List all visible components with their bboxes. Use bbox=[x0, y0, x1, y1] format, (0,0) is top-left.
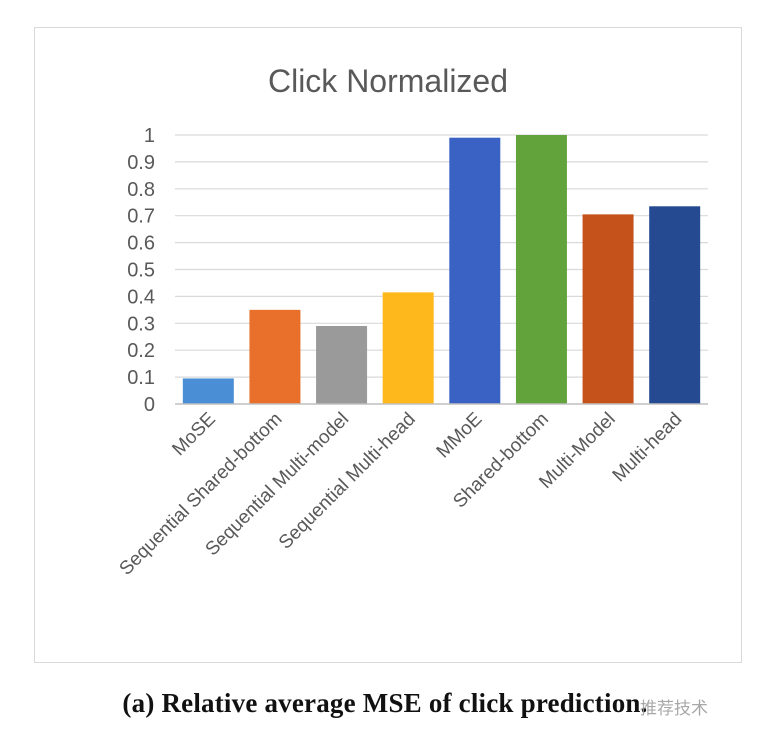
y-tick-label: 0.6 bbox=[127, 233, 155, 255]
x-tick-label: MoSE bbox=[168, 409, 219, 460]
y-tick-label: 1 bbox=[144, 125, 155, 147]
y-tick-label: 0.8 bbox=[127, 179, 155, 201]
y-tick-label: 0.4 bbox=[127, 286, 155, 308]
y-tick-label: 0.9 bbox=[127, 152, 155, 174]
bar-sequential-multi-model bbox=[316, 325, 368, 404]
watermark-text: 推荐技术 bbox=[640, 699, 708, 719]
bar-mose bbox=[182, 378, 234, 404]
x-tick-label: Multi-head bbox=[609, 409, 687, 487]
y-tick-label: 0.3 bbox=[127, 313, 155, 335]
x-tick-label: MMoE bbox=[433, 409, 487, 463]
bar-sequential-shared-bottom bbox=[249, 309, 301, 404]
chart-title: Click Normalized bbox=[268, 63, 508, 99]
bar-sequential-multi-head bbox=[382, 292, 434, 404]
bar-multi-model bbox=[582, 214, 634, 404]
y-axis-ticks: 0 0.1 0.2 0.3 0.4 0.5 0.6 0.7 0.8 0.9 1 bbox=[127, 125, 155, 416]
y-tick-label: 0.5 bbox=[127, 260, 155, 282]
y-tick-label: 0 bbox=[144, 394, 155, 416]
x-tick-label: Sequential Multi-head bbox=[275, 409, 420, 554]
y-tick-label: 0.1 bbox=[127, 367, 155, 389]
y-tick-label: 0.2 bbox=[127, 340, 155, 362]
bar-multi-head bbox=[649, 206, 701, 404]
y-tick-label: 0.7 bbox=[127, 206, 155, 228]
figure-caption: (a) Relative average MSE of click predic… bbox=[122, 688, 648, 718]
bar-shared-bottom bbox=[515, 135, 567, 404]
bar-mmoe bbox=[449, 137, 501, 404]
bars bbox=[182, 135, 701, 404]
